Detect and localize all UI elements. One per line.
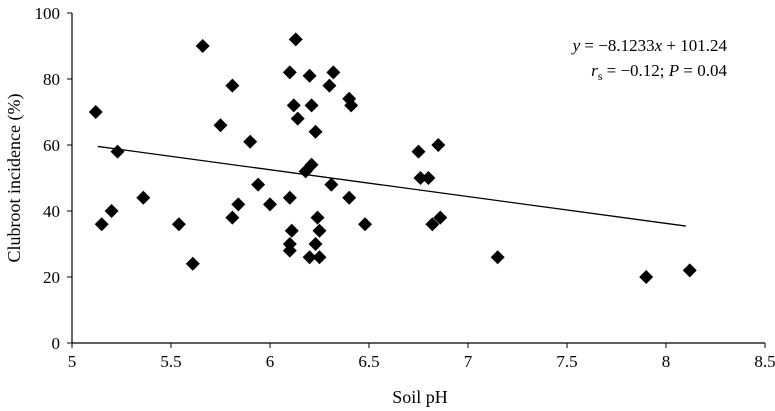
data-point xyxy=(94,217,109,232)
data-point xyxy=(342,190,357,205)
data-point xyxy=(310,210,325,225)
data-point xyxy=(136,190,151,205)
y-tick-label: 20 xyxy=(43,268,60,287)
data-point xyxy=(290,111,305,126)
data-point xyxy=(110,144,125,159)
data-point xyxy=(358,217,373,232)
y-tick-label: 40 xyxy=(43,202,60,221)
data-point xyxy=(324,177,339,192)
x-tick-label: 6.5 xyxy=(358,352,379,371)
data-point xyxy=(282,243,297,258)
data-point xyxy=(322,78,337,93)
x-tick-label: 8.5 xyxy=(754,352,775,371)
data-point xyxy=(308,124,323,139)
data-point xyxy=(312,223,327,238)
data-point xyxy=(213,118,228,133)
data-point xyxy=(312,250,327,265)
y-axis-title: Clubroot incidence (%) xyxy=(4,94,25,263)
data-point xyxy=(302,68,317,83)
trendline-layer xyxy=(97,145,686,227)
data-point xyxy=(225,78,240,93)
data-point xyxy=(284,223,299,238)
x-tick-label: 7 xyxy=(464,352,473,371)
trendline xyxy=(97,145,686,227)
y-tick-label: 60 xyxy=(43,136,60,155)
data-point xyxy=(282,190,297,205)
data-point xyxy=(490,250,505,265)
data-point xyxy=(263,197,277,212)
data-point xyxy=(286,98,301,113)
data-point xyxy=(326,65,341,80)
data-point xyxy=(251,177,266,192)
x-tick-label: 5 xyxy=(68,352,77,371)
x-tick-label: 6 xyxy=(266,352,275,371)
y-tick-labels: 0 20 40 60 80 100 xyxy=(35,4,61,353)
data-point xyxy=(288,32,303,47)
data-point xyxy=(225,210,240,225)
regression-equation: y = −8.1233x + 101.24 xyxy=(571,36,728,55)
y-tick-label: 80 xyxy=(43,70,60,89)
data-point xyxy=(282,65,297,80)
data-point xyxy=(413,171,428,185)
y-tick-label: 100 xyxy=(35,4,61,23)
data-point xyxy=(421,171,436,185)
data-point xyxy=(682,263,697,278)
data-point xyxy=(411,144,426,159)
data-point xyxy=(171,217,186,232)
x-tick-label: 7.5 xyxy=(556,352,577,371)
correlation-stats: rs = −0.12; P = 0.04 xyxy=(591,61,727,83)
data-point xyxy=(104,204,119,218)
data-point xyxy=(302,250,317,265)
data-point xyxy=(308,237,323,251)
x-tick-label: 8 xyxy=(662,352,671,371)
data-point xyxy=(88,105,103,119)
data-point xyxy=(639,270,654,284)
data-point xyxy=(431,138,446,152)
data-point xyxy=(344,98,359,113)
data-point xyxy=(231,197,246,212)
data-point xyxy=(433,210,448,225)
data-point xyxy=(304,98,319,113)
x-tick-label: 5.5 xyxy=(160,352,181,371)
data-point xyxy=(243,134,258,149)
y-tick-label: 0 xyxy=(52,334,61,353)
axes xyxy=(67,12,766,348)
data-points xyxy=(88,32,697,284)
data-point xyxy=(185,256,200,271)
data-point xyxy=(304,157,319,172)
data-point xyxy=(425,217,440,232)
data-point xyxy=(195,39,210,53)
x-tick-labels: 5 5.5 6 6.5 7 7.5 8 8.5 xyxy=(68,352,775,371)
x-axis-title: Soil pH xyxy=(392,387,448,407)
